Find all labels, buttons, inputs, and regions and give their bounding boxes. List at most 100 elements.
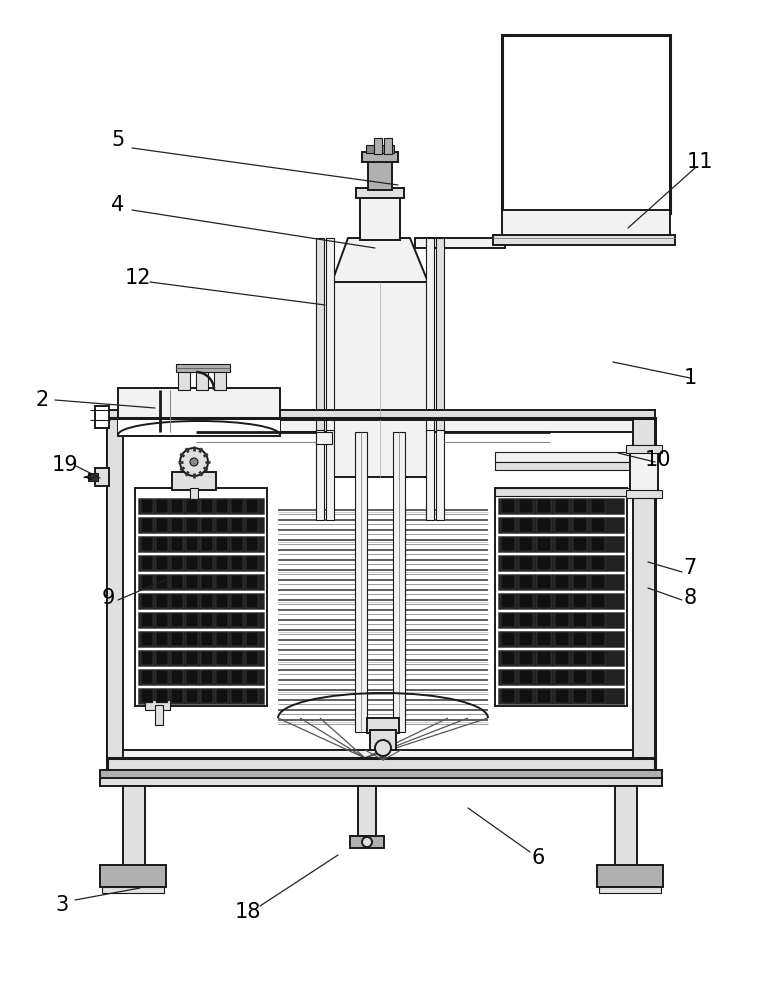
Bar	[186, 499, 198, 513]
Bar	[316, 238, 324, 433]
Bar	[100, 770, 662, 780]
Bar	[498, 669, 624, 685]
Bar	[201, 537, 213, 551]
Bar	[102, 887, 164, 893]
Bar	[171, 575, 183, 589]
Bar	[501, 670, 515, 684]
Bar	[501, 518, 515, 532]
Bar	[358, 786, 376, 838]
Bar	[630, 448, 658, 496]
Bar	[201, 556, 213, 570]
Bar	[138, 593, 264, 609]
Bar	[573, 537, 587, 551]
Bar	[246, 556, 258, 570]
Bar	[216, 670, 228, 684]
Bar	[573, 689, 587, 703]
Bar	[501, 632, 515, 646]
Bar	[498, 555, 624, 571]
Bar	[107, 418, 655, 760]
Bar	[141, 613, 153, 627]
Bar	[555, 651, 569, 665]
Bar	[519, 575, 533, 589]
Bar	[156, 670, 168, 684]
Bar	[537, 537, 551, 551]
Bar	[138, 688, 264, 704]
Bar	[201, 651, 213, 665]
Bar	[573, 670, 587, 684]
Bar	[493, 235, 675, 245]
Bar	[537, 670, 551, 684]
Bar	[186, 556, 198, 570]
Bar	[231, 651, 243, 665]
Bar	[498, 688, 624, 704]
Bar	[355, 432, 367, 732]
Bar	[246, 689, 258, 703]
Bar	[501, 537, 515, 551]
Bar	[216, 689, 228, 703]
Bar	[190, 488, 198, 508]
Bar	[591, 670, 605, 684]
Bar	[186, 594, 198, 608]
Bar	[201, 632, 213, 646]
Bar	[171, 499, 183, 513]
Bar	[501, 613, 515, 627]
Bar	[591, 613, 605, 627]
Bar	[326, 238, 334, 433]
Bar	[246, 632, 258, 646]
Bar	[141, 594, 153, 608]
Bar	[495, 488, 627, 706]
Bar	[171, 613, 183, 627]
Bar	[171, 537, 183, 551]
Bar	[246, 537, 258, 551]
Bar	[591, 651, 605, 665]
Bar	[501, 499, 515, 513]
Text: 3: 3	[56, 895, 69, 915]
Bar	[138, 574, 264, 590]
Bar	[118, 420, 280, 435]
Bar	[573, 632, 587, 646]
Bar	[186, 537, 198, 551]
Bar	[214, 370, 226, 390]
Text: 11: 11	[686, 152, 713, 172]
Bar	[555, 537, 569, 551]
Bar	[246, 594, 258, 608]
Bar	[246, 651, 258, 665]
Bar	[231, 575, 243, 589]
Bar	[537, 689, 551, 703]
Bar	[186, 689, 198, 703]
Bar	[362, 152, 398, 162]
Bar	[201, 689, 213, 703]
Bar	[555, 613, 569, 627]
Bar	[502, 35, 670, 213]
Bar	[201, 518, 213, 532]
Bar	[176, 364, 230, 372]
Text: 7: 7	[683, 558, 696, 578]
Bar	[519, 594, 533, 608]
Bar	[171, 556, 183, 570]
Bar	[231, 499, 243, 513]
Bar	[591, 632, 605, 646]
Bar	[555, 689, 569, 703]
Text: 4: 4	[111, 195, 124, 215]
Bar	[332, 282, 428, 477]
Bar	[141, 670, 153, 684]
Bar	[501, 651, 515, 665]
Bar	[498, 631, 624, 647]
Bar	[138, 669, 264, 685]
Bar	[138, 631, 264, 647]
Bar	[216, 518, 228, 532]
Bar	[201, 594, 213, 608]
Bar	[537, 613, 551, 627]
Bar	[498, 574, 624, 590]
Bar	[156, 613, 168, 627]
Bar	[591, 499, 605, 513]
Bar	[107, 410, 655, 420]
Bar	[591, 689, 605, 703]
Bar	[246, 670, 258, 684]
Bar	[216, 537, 228, 551]
Bar	[138, 517, 264, 533]
Bar	[216, 594, 228, 608]
Bar	[502, 210, 670, 238]
Bar	[135, 488, 267, 706]
Bar	[573, 575, 587, 589]
